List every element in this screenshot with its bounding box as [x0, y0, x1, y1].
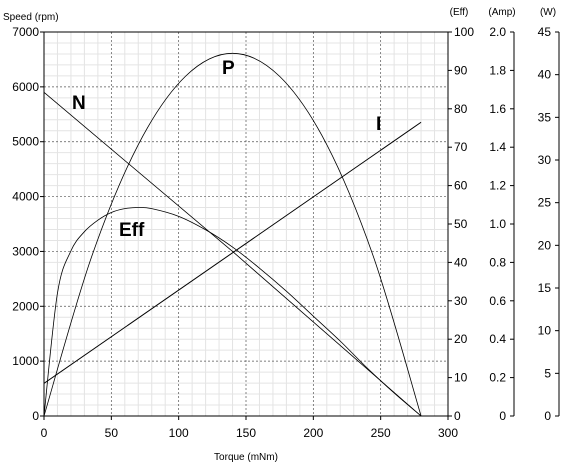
amp-tick-label: 1.8 [489, 63, 506, 77]
watt-tick-label: 10 [538, 324, 552, 338]
x-tick-label: 0 [41, 426, 48, 440]
eff-tick-label: 70 [454, 140, 468, 154]
curve-eff [43, 207, 422, 417]
x-tick-label: 200 [303, 426, 323, 440]
eff-tick-label: 10 [454, 371, 468, 385]
amp-tick-label: 1.6 [489, 102, 506, 116]
watt-axis-title: (W) [540, 7, 556, 18]
speed-tick-label: 7000 [12, 25, 39, 39]
x-tick-label: 250 [371, 426, 391, 440]
plot-curves [43, 52, 422, 417]
amp-tick-label: 0.2 [489, 371, 506, 385]
x-tick-label: 50 [105, 426, 119, 440]
watt-tick-label: 0 [544, 409, 551, 423]
curve-n [43, 92, 422, 417]
watt-tick-label: 5 [544, 366, 551, 380]
speed-tick-label: 6000 [12, 80, 39, 94]
x-tick-label: 150 [236, 426, 256, 440]
series-label-n: N [72, 93, 86, 114]
watt-tick-label: 20 [538, 238, 552, 252]
speed-tick-label: 1000 [12, 354, 39, 368]
amp-tick-label: 2.0 [489, 25, 506, 39]
amp-axis-title: (Amp) [488, 7, 515, 18]
speed-tick-label: 0 [32, 409, 39, 423]
eff-tick-label: 40 [454, 255, 468, 269]
amp-tick-label: 0.8 [489, 255, 506, 269]
watt-tick-label: 45 [538, 25, 552, 39]
eff-tick-label: 90 [454, 63, 468, 77]
curve-i [43, 121, 422, 384]
speed-tick-label: 2000 [12, 299, 39, 313]
watt-tick-label: 30 [538, 153, 552, 167]
eff-tick-label: 20 [454, 332, 468, 346]
eff-tick-label: 60 [454, 179, 468, 193]
eff-tick-label: 0 [454, 409, 461, 423]
amp-tick-label: 0.6 [489, 294, 506, 308]
amp-tick-label: 0.4 [489, 332, 506, 346]
watt-tick-label: 40 [538, 68, 552, 82]
watt-tick-label: 15 [538, 281, 552, 295]
amp-tick-label: 0 [499, 409, 506, 423]
series-label-i: I [376, 114, 381, 135]
eff-tick-label: 50 [454, 217, 468, 231]
watt-tick-label: 25 [538, 196, 552, 210]
plot-labels: Speed (rpm) (Eff) (Amp) (W) Torque (mNm)… [3, 7, 556, 463]
speed-tick-label: 3000 [12, 244, 39, 258]
eff-tick-label: 80 [454, 102, 468, 116]
series-label-eff: Eff [119, 220, 145, 241]
x-axis-title: Torque (mNm) [214, 452, 278, 463]
series-label-p: P [222, 58, 235, 79]
x-tick-label: 300 [438, 426, 458, 440]
x-tick-label: 100 [169, 426, 189, 440]
speed-tick-label: 4000 [12, 190, 39, 204]
watt-tick-label: 35 [538, 110, 552, 124]
speed-tick-label: 5000 [12, 135, 39, 149]
curve-p [43, 52, 422, 417]
eff-axis-title: (Eff) [450, 7, 469, 18]
plot-grid [44, 32, 448, 416]
speed-axis-title: Speed (rpm) [3, 12, 59, 23]
amp-tick-label: 1.0 [489, 217, 506, 231]
amp-tick-label: 1.4 [489, 140, 506, 154]
eff-tick-label: 30 [454, 294, 468, 308]
plot-axes: 0 50 100 150 200 250 3000100020003000400050006… [12, 25, 560, 440]
amp-tick-label: 1.2 [489, 179, 506, 193]
eff-tick-label: 100 [454, 25, 474, 39]
